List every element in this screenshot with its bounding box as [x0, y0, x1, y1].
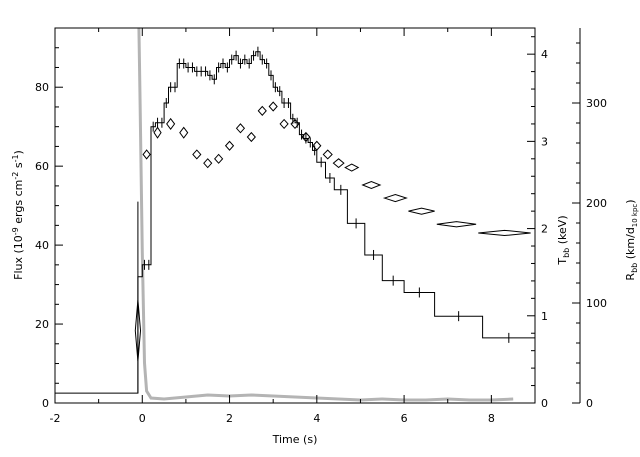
- temperature-point: [344, 163, 360, 172]
- temperature-point: [214, 153, 224, 164]
- radius-axis-title: Rbb (km/d10 kpc): [624, 199, 639, 280]
- temperature-point: [332, 158, 345, 169]
- temperature-point: [235, 123, 246, 134]
- x-tick-label: 4: [313, 412, 320, 425]
- temperature-tick-label: 2: [541, 223, 548, 236]
- x-tick-label: 2: [226, 412, 233, 425]
- temperature-axis-title: Tbb (keV): [556, 215, 571, 265]
- flux-series: [55, 46, 535, 394]
- temperature-point: [290, 118, 300, 130]
- temperature-point: [408, 207, 435, 215]
- temperature-axis: 0 1 2 3 4: [527, 36, 548, 410]
- temperature-point: [322, 149, 333, 160]
- temperature-point: [203, 158, 213, 169]
- temperature-tick-label: 1: [541, 310, 548, 323]
- x-axis-title: Time (s): [272, 433, 318, 446]
- flux-axis: 0 20 40 60 80: [35, 27, 63, 410]
- flux-tick-label: 20: [35, 318, 49, 331]
- temperature-point: [312, 140, 322, 151]
- x-tick-label: 8: [488, 412, 495, 425]
- temperature-point: [153, 126, 162, 139]
- temperature-point: [142, 149, 151, 160]
- flux-tick-label: 0: [42, 397, 49, 410]
- temperature-point: [246, 131, 256, 143]
- flux-tick-label: 80: [35, 81, 49, 94]
- temperature-point: [179, 126, 189, 139]
- radius-curve: [137, 28, 514, 402]
- radius-tick-label: 100: [586, 297, 607, 310]
- radius-axis: 0 100 200 300: [572, 28, 607, 410]
- flux-axis-title: Flux (10-9 ergs cm-2 s-1): [11, 150, 25, 280]
- temperature-point: [301, 131, 311, 143]
- temperature-point: [382, 194, 408, 203]
- temperature-tick-label: 3: [541, 135, 548, 148]
- flux-tick-label: 60: [35, 160, 49, 173]
- temperature-tick-label: 0: [541, 397, 548, 410]
- x-axis: -2 0 2 4 6 8: [50, 28, 536, 425]
- x-tick-label: 0: [139, 412, 146, 425]
- temperature-point: [361, 180, 382, 190]
- temperature-point: [268, 101, 278, 112]
- radius-series: [137, 28, 514, 402]
- temperature-point: [166, 117, 176, 130]
- temperature-tick-label: 4: [541, 48, 548, 61]
- flux-tick-label: 40: [35, 239, 49, 252]
- temperature-point: [134, 300, 142, 362]
- temperature-point: [436, 221, 477, 228]
- temperature-point: [279, 118, 289, 130]
- radius-tick-label: 200: [586, 197, 607, 210]
- x-tick-label: 6: [401, 412, 408, 425]
- plot-frame: [54, 27, 536, 404]
- temperature-point: [257, 105, 267, 116]
- temperature-series: [134, 101, 531, 362]
- temperature-point: [478, 229, 531, 237]
- x-tick-label: -2: [50, 412, 61, 425]
- temperature-point: [192, 149, 202, 160]
- radius-tick-label: 300: [586, 97, 607, 110]
- temperature-point: [224, 140, 235, 151]
- radius-tick-label: 0: [586, 397, 593, 410]
